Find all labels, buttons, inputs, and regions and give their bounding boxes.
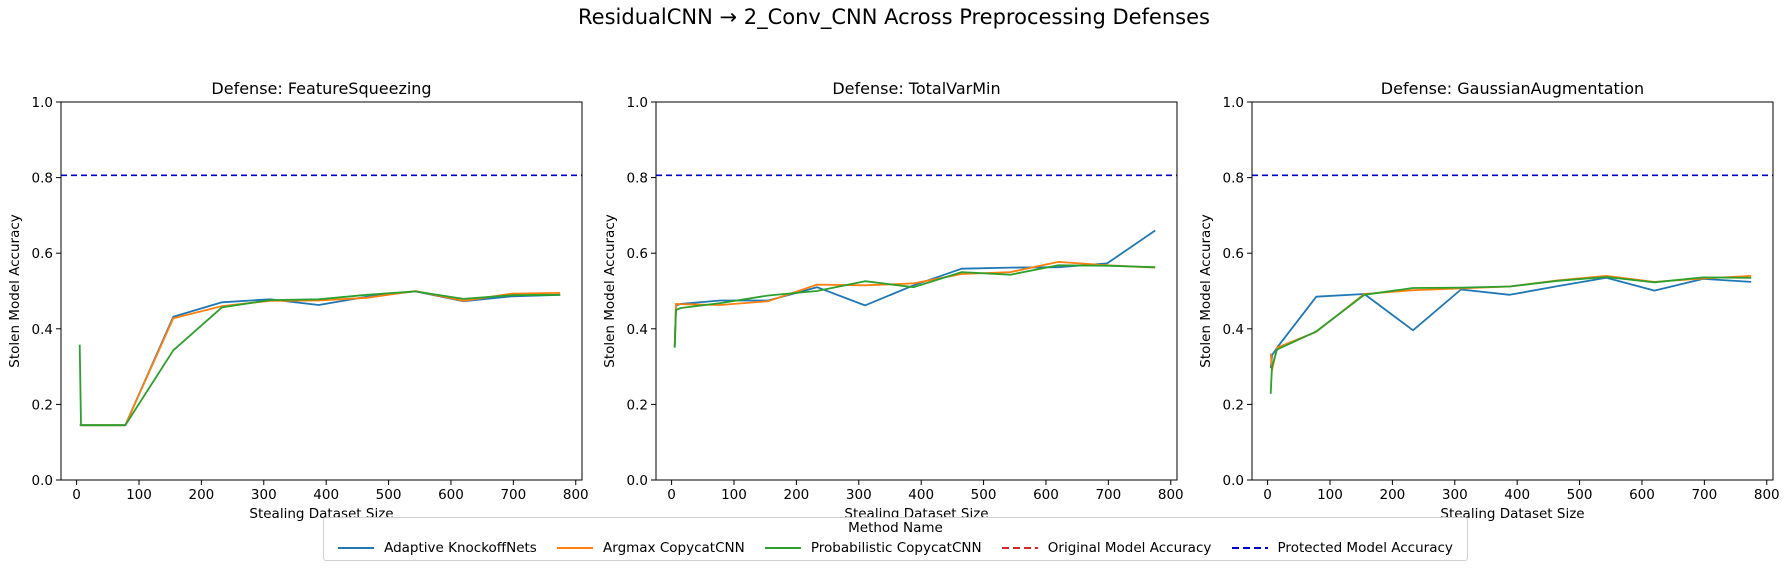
y-tick-label: 0.2 <box>1223 397 1244 413</box>
series-line-adaptive-knockoffnets <box>79 290 561 427</box>
y-tick-label: 0.0 <box>1223 473 1244 489</box>
x-tick-label: 500 <box>971 487 997 503</box>
y-tick-label: 0.2 <box>627 397 648 413</box>
legend-swatch <box>1231 547 1268 549</box>
x-tick-label: 700 <box>1095 487 1121 503</box>
legend-swatch <box>1001 547 1038 549</box>
legend: Method Name Adaptive KnockoffNets Argmax… <box>323 517 1468 561</box>
y-axis-label: Stolen Model Accuracy <box>1198 214 1214 367</box>
x-tick-label: 200 <box>188 487 214 503</box>
x-tick-label: 800 <box>1754 487 1780 503</box>
x-tick-label: 600 <box>1629 487 1655 503</box>
x-tick-label: 300 <box>1442 487 1468 503</box>
y-tick-label: 0.8 <box>1223 171 1244 187</box>
x-tick-label: 200 <box>783 487 809 503</box>
y-tick-label: 0.8 <box>627 171 648 187</box>
legend-item-original-model-accuracy: Original Model Accuracy <box>1001 540 1212 556</box>
y-tick-label: 1.0 <box>627 95 648 111</box>
y-tick-label: 0.6 <box>627 246 648 262</box>
legend-item-probabilistic-copycatcnn: Probabilistic CopycatCNN <box>764 540 982 556</box>
y-tick-label: 0.0 <box>627 473 648 489</box>
x-tick-label: 500 <box>1567 487 1593 503</box>
x-tick-label: 100 <box>721 487 747 503</box>
y-tick-label: 0.0 <box>32 473 53 489</box>
series-line-argmax-copycatcnn <box>673 260 1156 346</box>
chart-panel-2: Defense: TotalVarMin 0 100 200 300 400 500 600 7… <box>602 79 1184 522</box>
legend-swatch <box>338 547 375 549</box>
y-tick-label: 0.6 <box>1223 246 1244 262</box>
y-tick-label: 0.6 <box>32 246 53 262</box>
x-tick-label: 200 <box>1379 487 1405 503</box>
series-line-argmax-copycatcnn <box>79 290 561 427</box>
legend-label: Original Model Accuracy <box>1047 540 1212 556</box>
x-tick-label: 400 <box>313 487 339 503</box>
chart-title: Defense: GaussianAugmentation <box>1381 79 1644 98</box>
y-tick-label: 0.4 <box>627 322 648 338</box>
figure-title: ResidualCNN → 2_Conv_CNN Across Preproce… <box>578 5 1210 29</box>
x-tick-label: 0 <box>72 487 81 503</box>
x-tick-label: 400 <box>908 487 934 503</box>
legend-label: Argmax CopycatCNN <box>603 540 745 556</box>
legend-swatch <box>764 547 801 549</box>
chart-panel-3: Defense: GaussianAugmentation 0 100 200 300 4… <box>1198 79 1780 522</box>
legend-item-argmax-copycatcnn: Argmax CopycatCNN <box>557 540 745 556</box>
series-line-adaptive-knockoffnets <box>673 229 1156 347</box>
legend-swatch <box>557 547 594 549</box>
series-line-probabilistic-copycatcnn <box>1269 276 1752 394</box>
chart-title: Defense: FeatureSqueezing <box>211 79 431 98</box>
x-tick-label: 700 <box>500 487 526 503</box>
x-tick-label: 100 <box>1317 487 1343 503</box>
legend-item-adaptive-knockoffnets: Adaptive KnockoffNets <box>338 540 537 556</box>
x-tick-label: 0 <box>1263 487 1272 503</box>
x-tick-label: 800 <box>1158 487 1184 503</box>
x-tick-label: 0 <box>667 487 676 503</box>
y-tick-label: 0.4 <box>32 322 53 338</box>
plot-frame <box>655 101 1178 481</box>
plot-frame <box>1251 101 1774 481</box>
x-tick-label: 800 <box>563 487 589 503</box>
x-axis-label: Stealing Dataset Size <box>1440 506 1584 522</box>
x-tick-label: 100 <box>126 487 152 503</box>
x-tick-label: 400 <box>1504 487 1530 503</box>
plot-frame <box>60 101 583 481</box>
legend-title: Method Name <box>848 520 943 536</box>
x-tick-label: 300 <box>846 487 872 503</box>
x-tick-label: 600 <box>1033 487 1059 503</box>
y-tick-label: 1.0 <box>1223 95 1244 111</box>
legend-items: Adaptive KnockoffNets Argmax CopycatCNN … <box>328 540 1463 556</box>
x-tick-label: 700 <box>1691 487 1717 503</box>
chart-panel-1: Defense: FeatureSqueezing 0 100 200 300 400 50… <box>7 79 589 522</box>
y-axis-label: Stolen Model Accuracy <box>7 214 23 367</box>
legend-label: Protected Model Accuracy <box>1277 540 1453 556</box>
series-line-probabilistic-copycatcnn <box>673 264 1156 348</box>
y-tick-label: 0.2 <box>32 397 53 413</box>
y-axis-label: Stolen Model Accuracy <box>602 214 618 367</box>
x-tick-label: 600 <box>438 487 464 503</box>
series-line-argmax-copycatcnn <box>1269 274 1752 372</box>
chart-title: Defense: TotalVarMin <box>832 79 1000 98</box>
y-tick-label: 1.0 <box>32 95 53 111</box>
y-tick-label: 0.4 <box>1223 322 1244 338</box>
legend-item-protected-model-accuracy: Protected Model Accuracy <box>1231 540 1453 556</box>
legend-label: Probabilistic CopycatCNN <box>810 540 982 556</box>
legend-label: Adaptive KnockoffNets <box>384 540 537 556</box>
x-tick-label: 500 <box>376 487 402 503</box>
series-line-adaptive-knockoffnets <box>1269 276 1752 369</box>
y-tick-label: 0.8 <box>32 171 53 187</box>
series-line-probabilistic-copycatcnn <box>78 290 561 427</box>
x-tick-label: 300 <box>251 487 277 503</box>
